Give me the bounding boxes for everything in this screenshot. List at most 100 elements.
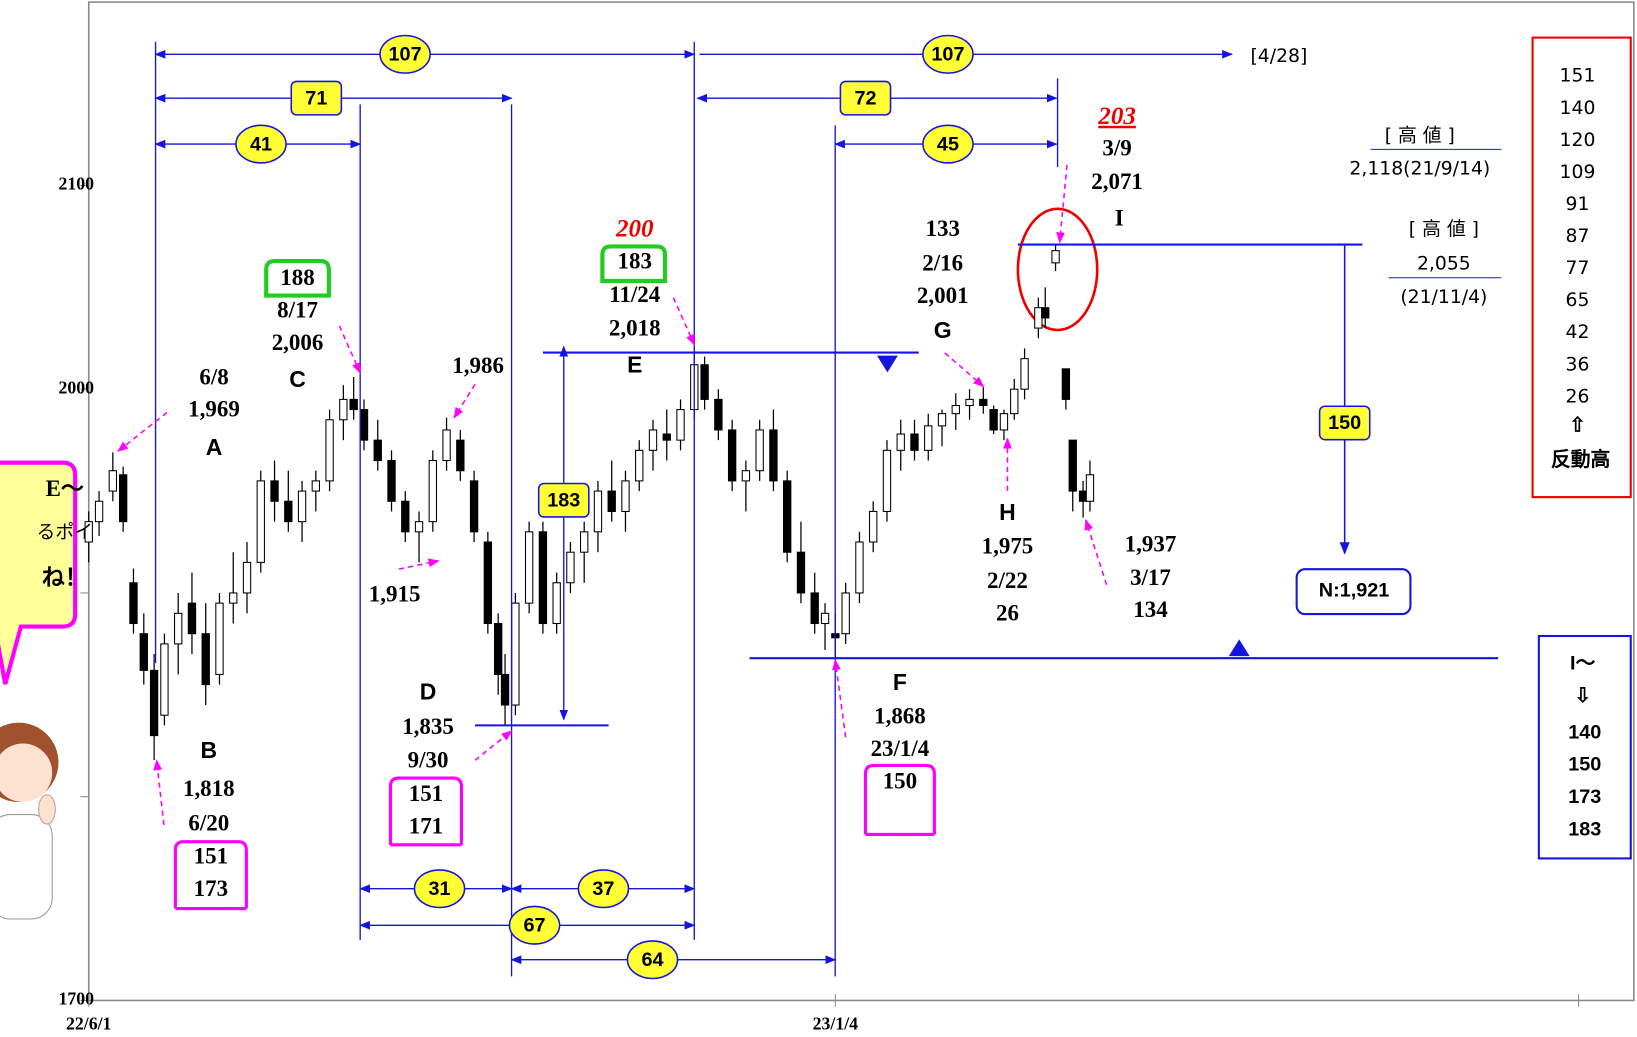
annotation: 2,071: [1091, 169, 1143, 194]
target-arrow: ⇩: [1574, 685, 1591, 707]
candle-body: [1062, 369, 1069, 400]
candle-body: [952, 406, 959, 414]
annotation: 11/24: [609, 282, 661, 307]
pointer: [454, 384, 475, 417]
pointer: [945, 353, 984, 386]
span-label: 71: [305, 87, 327, 109]
candle-body: [567, 552, 574, 583]
annotation: G: [934, 317, 952, 343]
candle-body: [360, 410, 367, 441]
annotation: 188: [280, 265, 314, 290]
annotation: 1,937: [1125, 531, 1177, 556]
reaction-value: 26: [1566, 386, 1590, 407]
candle-body: [1086, 475, 1093, 501]
candle-body: [202, 634, 209, 685]
annotation: 6/8: [199, 364, 228, 389]
candle-body: [495, 624, 502, 675]
span-label: 72: [854, 87, 876, 109]
reaction-value: 42: [1566, 322, 1590, 343]
pointer: [157, 760, 164, 825]
candle-body: [1000, 414, 1007, 430]
candle-body: [842, 593, 849, 634]
reaction-value: 65: [1566, 290, 1590, 311]
candle-body: [897, 434, 904, 450]
annotation: [4/28]: [1250, 46, 1307, 67]
candle-body: [285, 501, 292, 521]
reaction-value: 151: [1560, 66, 1596, 87]
annotation: 2,118(21/9/14): [1349, 159, 1490, 180]
annotation: 1,835: [402, 714, 454, 739]
level-marker: [1229, 639, 1250, 656]
span-label: 150: [1328, 412, 1361, 434]
candle-body: [216, 603, 223, 674]
annotation: H: [999, 499, 1016, 525]
candle-body: [715, 399, 722, 430]
annotation: 151: [194, 844, 228, 869]
pointer: [1086, 520, 1107, 585]
candle-body: [966, 399, 973, 405]
span-label: 31: [428, 878, 450, 900]
candle-body: [109, 471, 116, 491]
annotation: D: [420, 678, 437, 704]
annotation: 26: [996, 600, 1019, 625]
plot-frame: [89, 2, 1634, 1000]
candle-body: [150, 670, 157, 735]
annotation: 2/22: [987, 568, 1028, 593]
candle-body: [175, 613, 182, 644]
candle-body: [140, 634, 147, 671]
candle-body: [340, 399, 347, 419]
candle-body: [130, 583, 137, 624]
candle-body: [312, 481, 319, 491]
annotation: 171: [409, 813, 443, 838]
candle-body: [512, 603, 519, 705]
annotation: 150: [883, 768, 917, 793]
candle-body: [821, 613, 828, 623]
annotation: [ 高 値 ]: [1385, 124, 1455, 146]
annotation: 1,975: [982, 534, 1034, 559]
pointer: [118, 413, 167, 452]
reaction-label: 反動高: [1551, 448, 1610, 471]
target-value: 140: [1568, 721, 1601, 743]
annotation: 1,969: [188, 397, 240, 422]
level-marker: [877, 356, 898, 373]
candle-body: [756, 430, 763, 471]
candle-body: [1079, 491, 1086, 501]
candle-body: [581, 532, 588, 552]
candle-body: [230, 593, 237, 603]
annotation: るポイ: [37, 521, 93, 543]
annotation: 8/17: [277, 298, 318, 323]
reaction-value: 120: [1560, 130, 1596, 151]
annotation: 3/9: [1102, 136, 1131, 161]
candle-body: [1035, 308, 1042, 328]
candle-body: [990, 410, 997, 430]
candle-body: [622, 481, 629, 512]
candle-body: [1021, 359, 1028, 390]
candle-body: [1052, 251, 1059, 263]
annotation: 2,006: [272, 330, 324, 355]
annotation: E～: [46, 476, 84, 501]
candle-body: [649, 430, 656, 450]
annotation: 151: [409, 781, 443, 806]
annotation: 173: [194, 876, 228, 901]
reaction-value: 109: [1560, 162, 1596, 183]
annotation: C: [289, 366, 306, 392]
annotation: 9/30: [408, 748, 449, 773]
candle-body: [636, 450, 643, 481]
span-label: 67: [524, 915, 546, 937]
candle-body: [883, 450, 890, 511]
candle-body: [271, 481, 278, 501]
target-value: 173: [1568, 786, 1601, 808]
candle-body: [608, 491, 615, 511]
page: {"chart_data":{"type":"candlestick", "x"…: [0, 0, 1637, 1037]
candle-body: [701, 365, 708, 400]
annotation: 200: [615, 216, 654, 243]
annotation: B: [201, 737, 218, 763]
span-label: 45: [937, 133, 959, 155]
candle-body: [594, 491, 601, 532]
pointer: [835, 660, 845, 737]
annotation: 3/17: [1130, 565, 1171, 590]
annotation: 134: [1133, 597, 1168, 622]
pointer: [673, 298, 694, 345]
annotation: 203: [1097, 103, 1136, 130]
pointer: [475, 731, 512, 760]
